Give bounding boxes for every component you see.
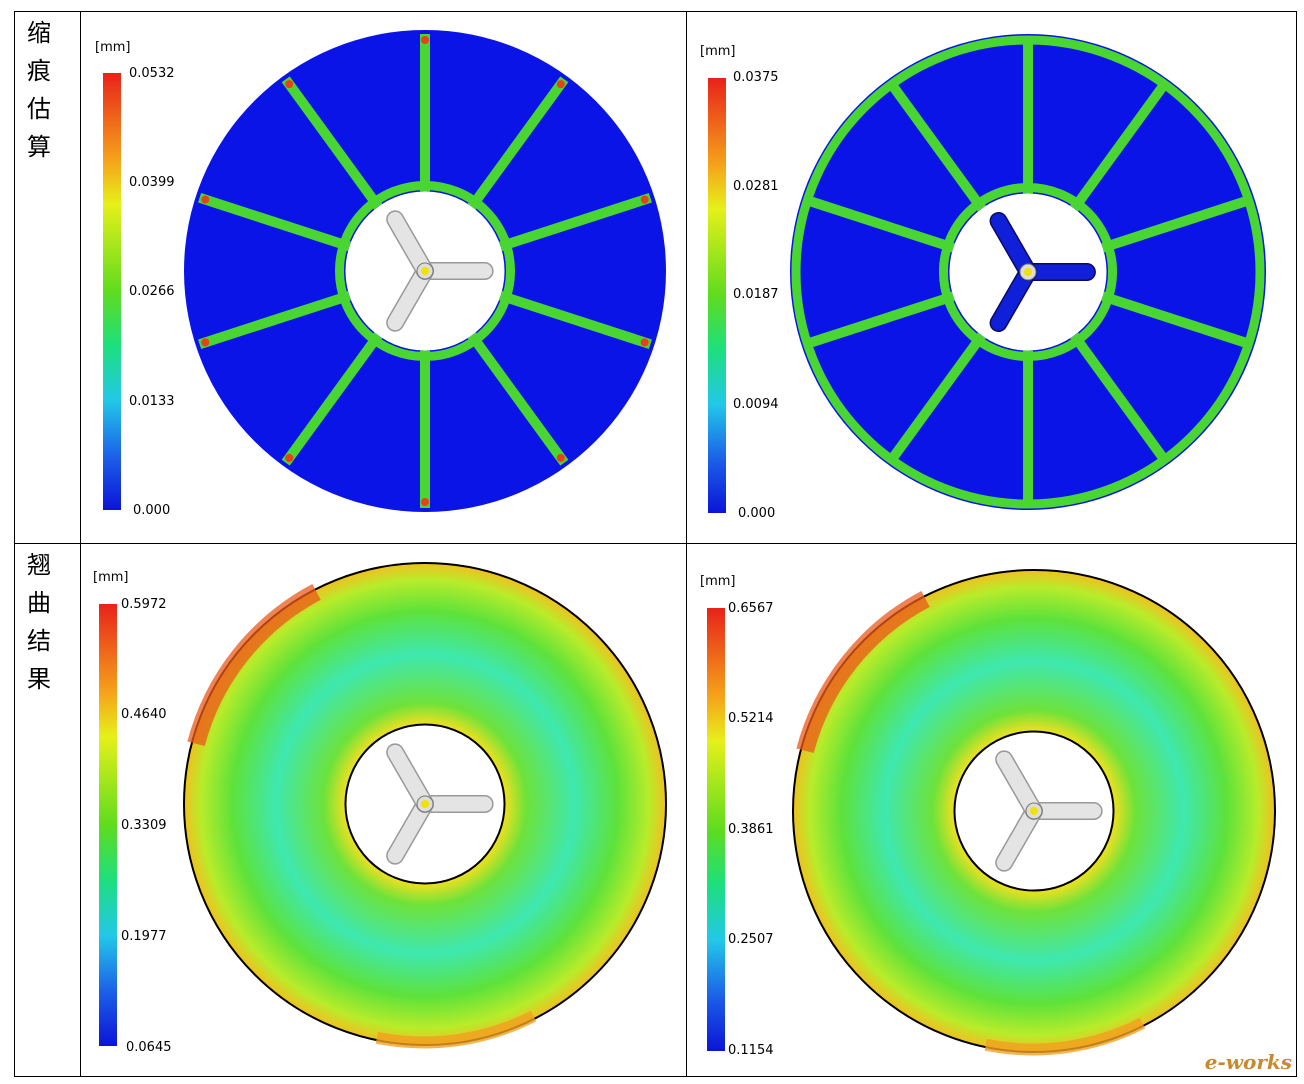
hotspot [640, 338, 649, 347]
warpage-disc-optimized [792, 569, 1276, 1056]
color-scale-bar [708, 78, 726, 513]
row-label-char: 算 [27, 133, 51, 161]
rib [499, 290, 652, 349]
divider-col2 [686, 11, 687, 1077]
rib [803, 194, 955, 253]
row-label-char: 估 [27, 95, 51, 123]
runner-system [995, 750, 1103, 872]
row-label-char: 结 [27, 627, 51, 655]
scale-tick: 0.1154 [728, 1043, 774, 1058]
rib [281, 332, 383, 466]
hotspot-edge [187, 583, 321, 747]
rib [886, 79, 986, 212]
hotspot [556, 80, 565, 89]
rib [1070, 79, 1170, 212]
rib [1101, 291, 1253, 350]
rib [198, 193, 351, 252]
hotspot-edge [984, 1017, 1146, 1056]
runner-arm-fill [996, 751, 1042, 819]
rib [1101, 194, 1253, 253]
scale-tick: 0.0187 [733, 287, 779, 302]
gate-dot [421, 267, 429, 275]
rib [467, 76, 569, 210]
color-scale-bar [99, 604, 117, 1046]
row-label-warp: 翘 曲 结 果 [14, 546, 64, 698]
sink-mark-disc-original [184, 30, 666, 512]
hotspot-edge [796, 590, 930, 754]
inner-rim [334, 180, 516, 362]
hotspot [421, 36, 429, 44]
unit-label: [mm] [93, 570, 129, 585]
warpage-disc-original [183, 562, 667, 1049]
scale-tick: 0.0375 [733, 70, 779, 85]
scale-tick: 0.0133 [129, 394, 175, 409]
scale-tick: 0.0532 [129, 66, 175, 81]
scale-tick: 0.0266 [129, 284, 175, 299]
hotspot [556, 453, 565, 462]
row-label-sink: 缩 痕 估 算 [14, 14, 64, 166]
scale-tick: 0.4640 [121, 707, 167, 722]
scale-tick: 0.0645 [126, 1040, 172, 1055]
rib [499, 193, 652, 252]
scale-tick: 0.2507 [728, 932, 774, 947]
scale-tick: 0.5972 [121, 597, 167, 612]
row-label-char: 痕 [27, 57, 51, 85]
hotspot [285, 80, 294, 89]
divider-col1 [80, 11, 81, 1077]
runner-arm-fill [996, 803, 1042, 871]
scale-tick: 0.6567 [728, 601, 774, 616]
scale-tick: 0.3861 [728, 822, 774, 837]
rib [886, 332, 986, 465]
scale-tick: 0.5214 [728, 711, 774, 726]
scale-tick: 0.0399 [129, 175, 175, 190]
inner-rim [938, 182, 1118, 362]
gate-dot [421, 800, 429, 808]
unit-label: [mm] [700, 44, 736, 59]
row-label-char: 曲 [27, 589, 51, 617]
rib [1070, 332, 1170, 465]
scale-tick: 0.0094 [733, 397, 779, 412]
scale-tick: 0.000 [133, 503, 171, 518]
scale-tick: 0.1977 [121, 929, 167, 944]
row-label-char: 缩 [27, 19, 51, 47]
color-scale-bar [103, 73, 121, 510]
hotspot [201, 338, 210, 347]
rib [803, 291, 955, 350]
gate-dot [1030, 807, 1038, 815]
scale-tick: 0.000 [738, 506, 776, 521]
sink-mark-disc-optimized [790, 34, 1266, 510]
unit-label: [mm] [700, 574, 736, 589]
scale-tick: 0.0281 [733, 179, 779, 194]
hotspot [285, 453, 294, 462]
color-scale-bar [707, 608, 725, 1051]
runner-arm-fill [387, 796, 433, 864]
rib [198, 290, 351, 349]
runner-system [386, 743, 494, 865]
runner-arm-fill [387, 211, 433, 279]
runner-arm-fill [387, 263, 433, 331]
runner-arm-fill [387, 744, 433, 812]
hotspot [640, 195, 649, 204]
runner-system [386, 210, 494, 332]
hotspot [201, 195, 210, 204]
rib [467, 332, 569, 466]
row-label-char: 果 [27, 665, 51, 693]
gate-dot [1024, 268, 1032, 276]
rib [281, 76, 383, 210]
results-table [14, 11, 1297, 1077]
hotspot-edge [375, 1010, 537, 1049]
watermark-logo: e-works [1204, 1050, 1292, 1074]
runner-arm-fill [991, 264, 1036, 331]
runner-arm-fill [991, 213, 1036, 280]
hotspot [421, 498, 429, 506]
unit-label: [mm] [95, 40, 131, 55]
divider-row [14, 543, 1297, 544]
scale-tick: 0.3309 [121, 818, 167, 833]
runner-system [989, 211, 1096, 333]
row-label-char: 翘 [27, 551, 51, 579]
